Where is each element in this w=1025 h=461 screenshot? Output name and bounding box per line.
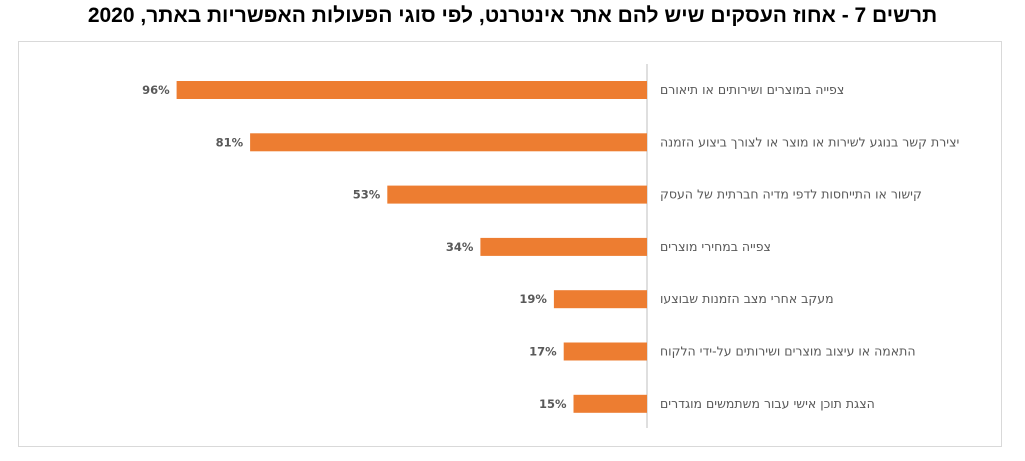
data-label: 53%: [353, 188, 381, 202]
chart-marks: 96% צפייה במוצרים ושירותים או תיאורם 81% יצ…: [142, 81, 959, 413]
data-label: 17%: [529, 345, 557, 359]
bar: [176, 81, 647, 99]
bar: [387, 185, 647, 204]
bar: [480, 237, 647, 256]
category-label: יצירת קשר בנוגע לשירות או מוצר או לצורך …: [660, 134, 959, 149]
data-label: 34%: [446, 240, 474, 254]
bar: [553, 290, 647, 309]
bar: [250, 133, 647, 152]
data-label: 96%: [142, 83, 170, 97]
data-label: 15%: [539, 397, 567, 411]
chart-frame: [18, 41, 1002, 447]
category-label: הצגת תוכן אישי עבור משתמשים מוגדרים: [660, 396, 875, 411]
category-label: קישור או התייחסות לדפי מדיה חברתית של הע…: [660, 187, 922, 202]
category-label: התאמה או עיצוב מוצרים ושירותים על-ידי הל…: [660, 344, 916, 359]
bar: [573, 394, 647, 413]
category-label: מעקב אחרי מצב הזמנות שבוצעו: [660, 291, 834, 306]
data-label: 19%: [519, 292, 547, 306]
chart-title: תרשים 7 - אחוז העסקים שיש להם אתר אינטרנ…: [87, 4, 938, 27]
bar: [563, 342, 647, 361]
category-label: צפייה במחירי מוצרים: [660, 239, 771, 254]
data-label: 81%: [216, 135, 244, 149]
category-label: צפייה במוצרים ושירותים או תיאורם: [660, 82, 844, 97]
